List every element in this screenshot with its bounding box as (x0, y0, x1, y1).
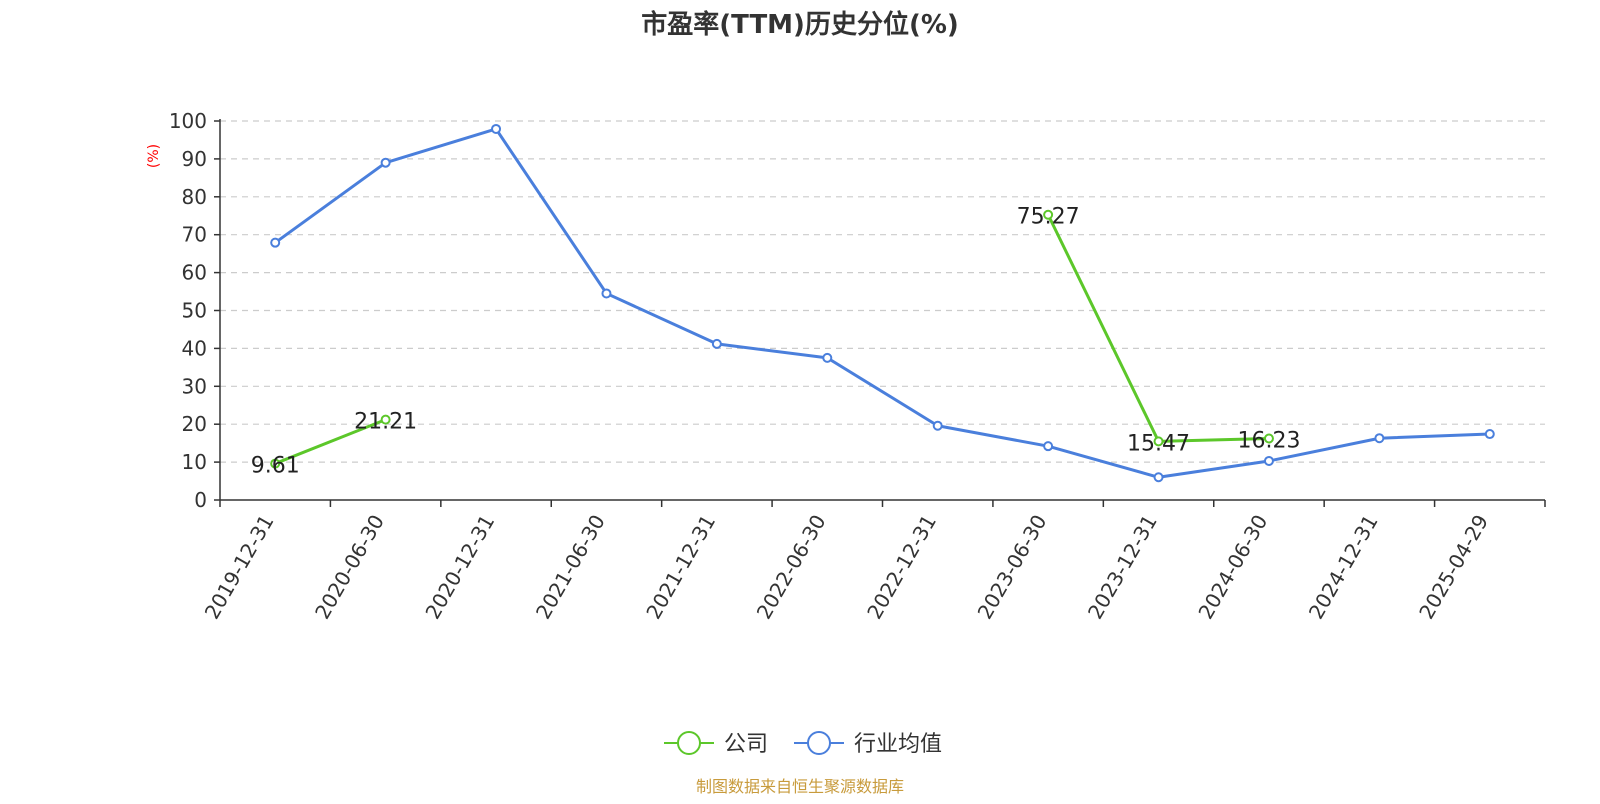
series-1 (270, 123, 1495, 483)
data-point (380, 414, 391, 425)
y-tick-label: 70 (182, 223, 207, 247)
y-axis-unit: (%) (146, 144, 162, 168)
data-point (711, 338, 722, 349)
y-tick-label: 10 (182, 450, 207, 474)
data-point (1484, 429, 1495, 440)
legend-label: 行业均值 (854, 732, 942, 757)
source-note: 制图数据来自恒生聚源数据库 (696, 777, 904, 796)
x-tick-label: 2019-12-31 (200, 511, 279, 624)
series-line (274, 418, 387, 465)
y-tick-label: 90 (182, 147, 207, 171)
y-tick-label: 30 (182, 374, 207, 398)
x-tick-label: 2022-12-31 (862, 510, 941, 623)
x-tick-label: 2025-04-29 (1414, 511, 1493, 624)
x-tick-label: 2023-06-30 (973, 511, 1052, 624)
data-point (270, 237, 281, 248)
x-tick-label: 2024-06-30 (1193, 511, 1272, 624)
series-line (1046, 214, 1269, 443)
grid-lines (220, 120, 1545, 463)
y-tick-label: 100 (169, 109, 207, 133)
data-label: 75.27 (1017, 205, 1080, 230)
data-label: 21.21 (354, 410, 417, 435)
data-labels: 9.61 21.21 75.27 15.47 16.23 (251, 205, 1301, 479)
legend-label: 公司 (724, 732, 768, 757)
y-tick-label: 50 (182, 299, 207, 323)
data-point (380, 157, 391, 168)
data-point (1374, 433, 1385, 444)
x-tick-label: 2021-12-31 (641, 511, 720, 624)
data-point (1263, 455, 1274, 466)
chart-title: 市盈率(TTM)历史分位(%) (641, 9, 959, 40)
data-point (1153, 472, 1164, 483)
data-point (1043, 441, 1054, 452)
x-tick-label: 2023-12-31 (1083, 511, 1162, 624)
data-point (822, 352, 833, 363)
y-tick-label: 60 (182, 261, 207, 285)
x-tick-label: 2020-12-31 (420, 510, 499, 623)
x-tick-label: 2024-12-31 (1304, 511, 1383, 624)
data-point (932, 420, 943, 431)
x-tick-label: 2022-06-30 (752, 511, 831, 624)
data-point (1263, 433, 1274, 444)
series-line (274, 127, 1490, 479)
data-label: 16.23 (1237, 428, 1300, 453)
series-0 (270, 209, 1274, 469)
axes: 0 10 20 30 40 50 60 70 80 90 100 (%) 2019-12-31 2020-… (146, 109, 1546, 624)
y-tick-label: 0 (194, 488, 207, 512)
y-tick-label: 20 (182, 412, 207, 436)
legend-swatch-marker (807, 731, 831, 755)
data-label: 9.61 (251, 454, 300, 479)
data-point (1153, 436, 1164, 447)
legend-item-0: 公司 (664, 731, 768, 757)
x-tick-label: 2021-06-30 (531, 511, 610, 624)
data-point (601, 288, 612, 299)
y-tick-label: 80 (182, 185, 207, 209)
data-point (1043, 209, 1054, 220)
series-lines (270, 123, 1495, 483)
legend: 公司 行业均值 (664, 731, 942, 757)
y-tick-label: 40 (182, 336, 207, 360)
data-point (491, 123, 502, 134)
data-label: 15.47 (1127, 431, 1190, 456)
legend-swatch-marker (677, 731, 701, 755)
x-tick-label: 2020-06-30 (310, 511, 389, 624)
data-point (270, 458, 281, 469)
legend-item-1: 行业均值 (794, 731, 942, 757)
